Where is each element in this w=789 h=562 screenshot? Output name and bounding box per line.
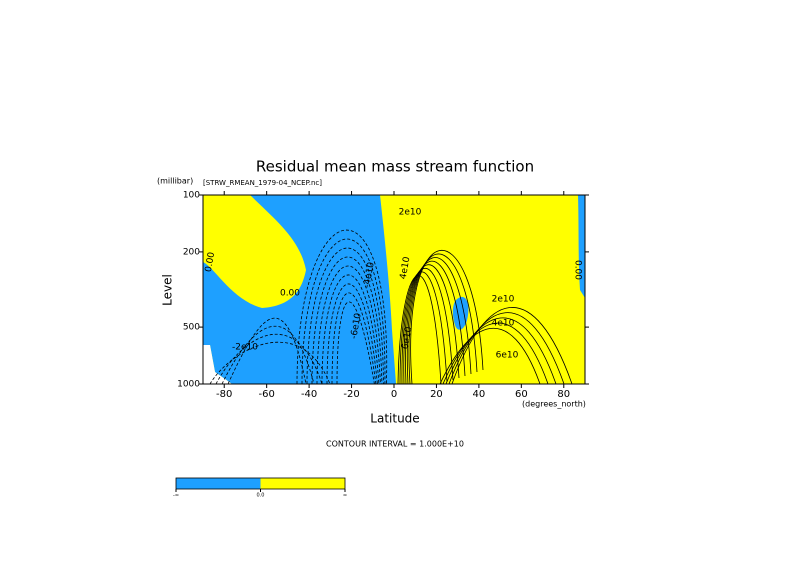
x-tick-label: -40 [301, 389, 317, 400]
contour-line [445, 317, 557, 385]
contour-line [215, 334, 323, 385]
x-tick-label: -60 [258, 389, 274, 400]
chart-title: Residual mean mass stream function [256, 158, 534, 176]
x-tick-label: 20 [430, 389, 443, 400]
missing-fill [203, 345, 232, 384]
contour-label: 4e10 [399, 256, 413, 280]
contour-label: 2e10 [492, 295, 515, 305]
contour-line [451, 307, 573, 385]
x-unit-label: (degrees_north) [522, 400, 586, 409]
contour-line [331, 292, 377, 385]
contour-label: 2e10 [399, 208, 422, 218]
contour-label: 6e10 [401, 326, 415, 350]
colorbar-label: ∞ [343, 493, 347, 499]
y-axis-label: Level [161, 274, 175, 306]
x-tick-label: 40 [473, 389, 486, 400]
contour-line [301, 238, 386, 385]
contour-label: -2e10 [232, 343, 258, 353]
y-tick-label: 200 [183, 247, 200, 257]
y-tick-label: 100 [183, 191, 200, 201]
contour-lines [209, 229, 573, 385]
contour-line [311, 256, 383, 385]
plot-area [202, 194, 586, 385]
contour-label: 0.00 [280, 289, 300, 299]
contour-interval: CONTOUR INTERVAL = 1.000E+10 [326, 440, 464, 449]
colorbar-label: 0.0 [257, 493, 265, 499]
negative-fill [203, 195, 396, 384]
colorbar: -∞ 0.0 ∞ [173, 477, 347, 499]
y-tick-label: 500 [183, 323, 200, 333]
colorbar-segment [260, 478, 345, 489]
contour-line [209, 341, 331, 385]
contour-line [296, 229, 388, 385]
contour-line [448, 312, 565, 385]
contour-line [439, 327, 541, 385]
contour-line [442, 322, 549, 385]
colorbar-label: -∞ [173, 493, 179, 499]
subtitle: [STRW_RMEAN_1979-04_NCEP.nc] [203, 179, 322, 187]
negative-fill [452, 296, 469, 330]
contour-label: 6e10 [496, 351, 519, 361]
contour-line [408, 253, 478, 385]
negative-fill [578, 195, 585, 298]
contour-line [221, 325, 315, 385]
x-tick-label: -80 [216, 389, 232, 400]
contour-line [306, 247, 384, 385]
contour-label: 4e10 [492, 319, 515, 329]
y-tick-label: 1000 [177, 380, 200, 390]
contour-line [403, 264, 460, 385]
contour-label: -6e10 [349, 312, 363, 340]
x-axis-label: Latitude [370, 412, 419, 426]
contour-line [336, 301, 375, 385]
contour-label: 0.00 [573, 260, 583, 280]
contour-line [326, 283, 378, 385]
contour-line [401, 267, 454, 385]
contour-line [405, 260, 466, 385]
contour-line [406, 257, 472, 385]
x-tick-label: 80 [557, 389, 570, 400]
contour-label: -4e10 [362, 261, 376, 289]
x-tick-label: 60 [515, 389, 528, 400]
contour-line [316, 265, 381, 385]
y-unit-label: (millibar) [157, 177, 193, 186]
contour-label: 0.00 [204, 251, 217, 273]
x-tick-label: -20 [343, 389, 359, 400]
contour-line [227, 317, 307, 385]
colorbar-segment [176, 478, 261, 489]
x-tick-label: 0 [391, 389, 397, 400]
contour-line [321, 274, 380, 385]
contour-line [410, 249, 484, 385]
